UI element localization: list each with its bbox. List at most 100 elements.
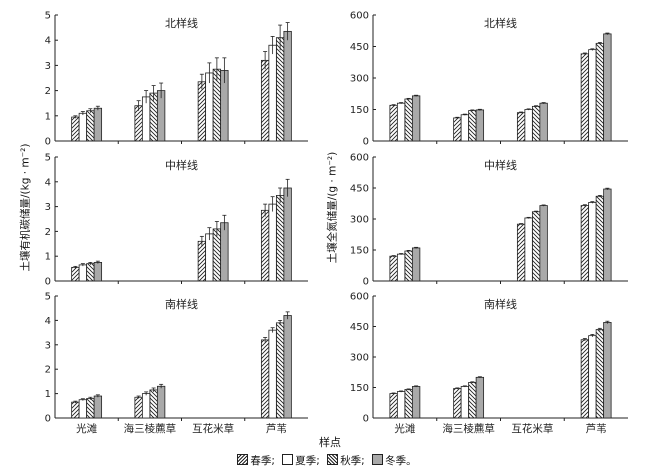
legend-swatch-autumn xyxy=(327,454,339,465)
panel-title: 南样线 xyxy=(484,297,517,311)
legend-swatch-spring xyxy=(237,454,249,465)
legend: 春季; 夏季; 秋季; 冬季。 xyxy=(0,453,654,468)
y-tick-label: 2 xyxy=(45,227,51,238)
bar-summer xyxy=(141,393,151,419)
y-tick-label: 5 xyxy=(45,292,51,303)
bar-summer xyxy=(588,335,597,419)
y-tick-label: 300 xyxy=(350,74,369,85)
bar-autumn xyxy=(86,398,95,419)
bar-spring xyxy=(260,209,270,282)
bar-winter xyxy=(411,247,421,282)
bar-spring xyxy=(389,393,398,419)
bar-winter xyxy=(539,205,548,282)
y-tick-label: 300 xyxy=(350,353,369,364)
bar-winter xyxy=(603,33,612,142)
panel-left-top: 0 1 2 3 4 5 北样线 xyxy=(45,11,308,148)
bar-summer xyxy=(78,399,88,419)
y-tick-label: 3 xyxy=(45,61,51,72)
y-tick-label: 5 xyxy=(45,11,51,22)
bar-summer xyxy=(396,102,406,142)
bar-winter xyxy=(539,102,548,142)
bar-autumn xyxy=(275,195,285,282)
y-tick-label: 2 xyxy=(45,365,51,376)
bar-winter xyxy=(220,222,229,282)
y-tick-label: 600 xyxy=(350,292,369,303)
bar-autumn xyxy=(86,110,95,142)
legend-item-summer: 夏季; xyxy=(282,453,320,468)
bar-summer xyxy=(141,96,151,142)
bar-summer xyxy=(460,386,470,419)
bar-summer xyxy=(588,49,597,142)
x-tick-label: 芦苇 xyxy=(266,422,287,435)
bar-winter xyxy=(603,322,612,419)
bar-spring xyxy=(260,339,270,419)
bar-summer xyxy=(524,109,533,142)
bar-autumn xyxy=(531,211,541,282)
y-tick-label: 1 xyxy=(45,389,51,400)
y-axis-label-carbon: 土壤有机碳储量/(kg · m⁻²) xyxy=(19,143,32,272)
y-tick-label: 4 xyxy=(45,316,51,327)
bar-autumn xyxy=(468,110,477,142)
bar-summer xyxy=(396,391,406,419)
y-tick-label: 300 xyxy=(350,215,369,226)
x-tick-label: 海三棱藨草 xyxy=(124,422,177,435)
y-tick-label: 0 xyxy=(45,414,51,425)
legend-label-summer: 夏季; xyxy=(295,455,320,467)
bar-autumn xyxy=(212,228,222,282)
bar-winter xyxy=(411,386,421,419)
y-tick-label: 1 xyxy=(45,252,51,263)
x-tick-label: 光滩 xyxy=(394,422,415,435)
y-tick-label: 150 xyxy=(350,246,369,257)
bar-winter xyxy=(93,261,103,282)
panel-title: 中样线 xyxy=(165,158,198,172)
bar-summer xyxy=(460,114,470,142)
bar-winter xyxy=(475,109,485,142)
bar-autumn xyxy=(275,322,285,419)
x-tick-label: 互花米草 xyxy=(511,422,553,435)
legend-item-autumn: 秋季; xyxy=(327,453,365,468)
bar-winter xyxy=(283,315,292,419)
bar-summer xyxy=(205,72,214,142)
bar-winter xyxy=(93,107,103,142)
y-tick-label: 1 xyxy=(45,111,51,122)
bar-summer xyxy=(78,112,88,142)
bar-autumn xyxy=(595,42,605,142)
bar-winter xyxy=(283,187,292,282)
bar-winter xyxy=(475,376,485,419)
bar-spring xyxy=(197,81,207,142)
bar-spring xyxy=(516,223,526,282)
bar-spring xyxy=(197,240,207,282)
y-tick-label: 0 xyxy=(45,137,51,148)
bar-autumn xyxy=(86,263,95,282)
y-tick-label: 4 xyxy=(45,177,51,188)
bar-spring xyxy=(134,396,143,419)
y-tick-label: 4 xyxy=(45,36,51,47)
x-tick-label: 海三棱藨草 xyxy=(442,422,495,435)
panel-title: 北样线 xyxy=(484,16,517,30)
y-tick-label: 3 xyxy=(45,202,51,213)
bar-summer xyxy=(396,253,406,282)
bar-summer xyxy=(268,44,277,142)
bar-spring xyxy=(260,59,270,142)
bar-summer xyxy=(205,233,214,282)
bar-spring xyxy=(71,401,80,419)
x-tick-label: 芦苇 xyxy=(586,422,607,435)
bar-spring xyxy=(134,105,143,142)
legend-item-spring: 春季; xyxy=(237,453,275,468)
bar-spring xyxy=(389,104,398,142)
bar-summer xyxy=(78,264,88,282)
bar-spring xyxy=(580,339,590,419)
bar-spring xyxy=(71,266,80,282)
y-tick-label: 600 xyxy=(350,11,369,22)
legend-swatch-summer xyxy=(282,454,294,465)
panel-left-middle: 0 1 2 3 4 5 中样线 xyxy=(45,153,308,288)
legend-item-winter: 冬季。 xyxy=(372,453,417,468)
y-tick-label: 0 xyxy=(363,414,369,425)
bar-autumn xyxy=(404,250,413,282)
bar-autumn xyxy=(468,382,477,419)
bar-summer xyxy=(268,329,277,419)
y-tick-label: 0 xyxy=(45,277,51,288)
